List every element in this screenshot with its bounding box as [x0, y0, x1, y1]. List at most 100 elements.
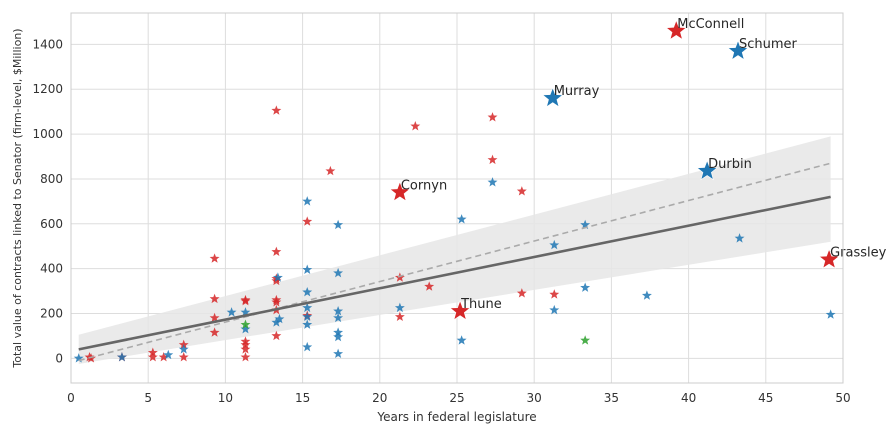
data-point-red — [209, 327, 220, 337]
highlight-marker — [665, 19, 688, 41]
plot-frame — [70, 12, 844, 384]
data-point-blue — [302, 264, 313, 274]
y-tick-label: 200 — [40, 306, 63, 320]
data-point-red — [240, 295, 251, 306]
data-point-red — [424, 281, 435, 291]
data-point-red — [271, 297, 282, 307]
x-tick-label: 25 — [449, 391, 464, 405]
data-point-green — [580, 335, 591, 345]
data-point-blue — [456, 335, 467, 345]
data-point-red — [240, 344, 251, 354]
senator-label: McConnell — [677, 17, 744, 32]
highlight-marker — [449, 299, 471, 321]
senator-label: Thune — [460, 297, 502, 312]
data-point-red — [158, 352, 169, 362]
x-tick-label: 0 — [67, 391, 75, 405]
data-point-blue — [302, 302, 313, 313]
data-point-red — [516, 186, 527, 196]
data-points — [73, 105, 836, 363]
x-tick-label: 30 — [527, 391, 542, 405]
data-point-blue — [333, 306, 344, 316]
confidence-band — [78, 136, 831, 364]
senator-label: Schumer — [739, 37, 798, 52]
x-tick-label: 40 — [681, 391, 696, 405]
data-point-blue — [240, 307, 251, 317]
y-tick-label: 0 — [55, 351, 63, 365]
data-point-blue — [825, 309, 836, 319]
data-point-red — [240, 352, 251, 362]
x-axis-label: Years in federal legislature — [376, 410, 536, 424]
data-point-red — [394, 311, 405, 322]
data-point-blue — [271, 317, 282, 327]
x-tick-label: 35 — [604, 391, 619, 405]
data-point-blue — [734, 233, 745, 243]
x-tick-label: 45 — [758, 391, 773, 405]
data-point-red — [209, 293, 220, 304]
x-tick-label: 10 — [218, 391, 233, 405]
y-tick-label: 1400 — [32, 37, 63, 51]
data-point-blue — [302, 341, 313, 352]
data-point-blue — [487, 177, 498, 187]
senator-label: Murray — [554, 84, 600, 99]
data-point-blue — [302, 286, 313, 297]
highlighted-senators: McConnell Schumer Murray Durbin Cornyn Grassl… — [389, 17, 887, 321]
data-point-blue — [333, 312, 344, 323]
regression-fit-line — [78, 195, 831, 351]
data-point-green — [240, 319, 251, 329]
data-point-blue — [333, 267, 344, 278]
data-point-blue — [580, 282, 591, 292]
data-point-red — [410, 121, 421, 131]
highlight-marker — [696, 159, 718, 181]
x-tick-label: 15 — [295, 391, 310, 405]
data-point-blue — [274, 313, 285, 324]
data-point-blue — [394, 302, 405, 313]
senator-label: Durbin — [708, 157, 752, 172]
senator-label: Grassley — [830, 246, 887, 261]
highlight-marker — [389, 181, 411, 202]
data-point-blue — [302, 311, 313, 322]
highlight-marker — [727, 39, 749, 61]
y-tick-label: 1200 — [32, 82, 63, 96]
data-point-red — [271, 246, 282, 257]
y-tick-label: 1000 — [32, 127, 63, 141]
data-point-blue — [117, 352, 127, 362]
data-point-blue — [333, 348, 344, 359]
data-point-red — [549, 289, 560, 299]
data-point-red — [178, 352, 189, 362]
axis-ticks: 0 5 10 15 20 25 30 35 40 45 50 0 200 400 600 800 1000 120… — [32, 37, 850, 405]
data-point-red — [487, 154, 498, 165]
y-axis-label: Total value of contracts linked to Senat… — [11, 28, 24, 368]
data-point-blue — [549, 304, 560, 315]
data-point-red — [271, 105, 282, 115]
data-point-blue — [580, 219, 591, 230]
y-tick-label: 400 — [40, 262, 63, 276]
data-point-blue — [178, 344, 189, 354]
data-point-red — [209, 312, 220, 323]
x-tick-label: 50 — [835, 391, 850, 405]
data-point-red — [302, 216, 313, 226]
highlight-marker — [818, 248, 840, 269]
data-point-blue — [456, 214, 467, 224]
y-tick-label: 600 — [40, 217, 63, 231]
data-point-red — [325, 165, 336, 176]
data-point-blue — [302, 196, 313, 206]
senator-label: Cornyn — [401, 178, 447, 193]
data-point-blue — [73, 353, 84, 363]
confidence-band-area — [78, 136, 831, 364]
data-point-blue — [163, 349, 174, 360]
data-point-blue — [302, 319, 313, 329]
data-point-red — [516, 288, 527, 298]
regression-lines — [78, 162, 831, 362]
y-tick-label: 800 — [40, 172, 63, 186]
data-point-blue — [549, 239, 560, 250]
data-point-red — [147, 352, 158, 362]
data-point-blue — [333, 219, 344, 230]
data-point-red — [487, 112, 498, 122]
data-point-blue — [333, 331, 344, 342]
data-point-red — [271, 330, 282, 341]
data-point-red — [209, 253, 220, 263]
data-point-blue — [641, 290, 652, 300]
x-tick-label: 20 — [372, 391, 387, 405]
data-point-blue — [240, 323, 251, 334]
